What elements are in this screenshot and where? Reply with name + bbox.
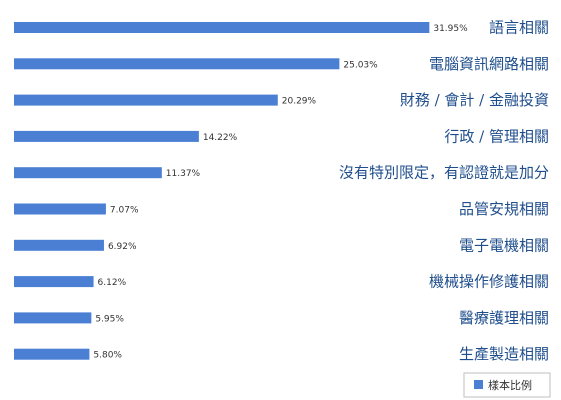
value-label-9: 5.95% — [95, 314, 124, 324]
category-label-6: 品管安規相關 — [459, 200, 549, 218]
bar-9 — [14, 312, 92, 324]
value-label-7: 6.92% — [108, 242, 137, 252]
value-label-5: 11.37% — [166, 169, 201, 179]
bar-1 — [14, 22, 430, 33]
bar-2 — [14, 58, 340, 70]
value-label-4: 14.22% — [203, 133, 238, 143]
bar-4 — [14, 130, 199, 142]
category-label-2: 電腦資訊網路相關 — [429, 55, 549, 73]
category-label-10: 生產製造相關 — [459, 345, 549, 363]
value-label-6: 7.07% — [110, 206, 139, 216]
category-label-7: 電子電機相關 — [459, 236, 549, 254]
bar-5 — [14, 167, 162, 179]
category-label-4: 行政 / 管理相關 — [444, 127, 549, 145]
bar-7 — [14, 239, 104, 251]
bar-10 — [14, 348, 90, 360]
bar-6 — [14, 203, 106, 215]
value-label-2: 25.03% — [343, 60, 378, 70]
value-label-3: 20.29% — [282, 97, 317, 107]
category-label-5: 沒有特別限定，有認證就是加分 — [339, 164, 549, 182]
value-label-10: 5.80% — [93, 351, 122, 361]
category-label-3: 財務 / 會計 / 金融投資 — [400, 91, 549, 109]
bar-3 — [14, 94, 278, 106]
category-label-9: 醫療護理相關 — [459, 309, 549, 327]
legend: 樣本比例 — [463, 372, 551, 398]
value-label-1: 31.95% — [433, 24, 468, 34]
category-label-8: 機械操作修護相關 — [429, 273, 549, 291]
category-label-1: 語言相關 — [489, 19, 549, 37]
legend-label: 樣本比例 — [488, 378, 532, 392]
value-label-8: 6.12% — [98, 278, 127, 288]
legend-swatch — [474, 380, 483, 389]
bar-8 — [14, 276, 94, 288]
